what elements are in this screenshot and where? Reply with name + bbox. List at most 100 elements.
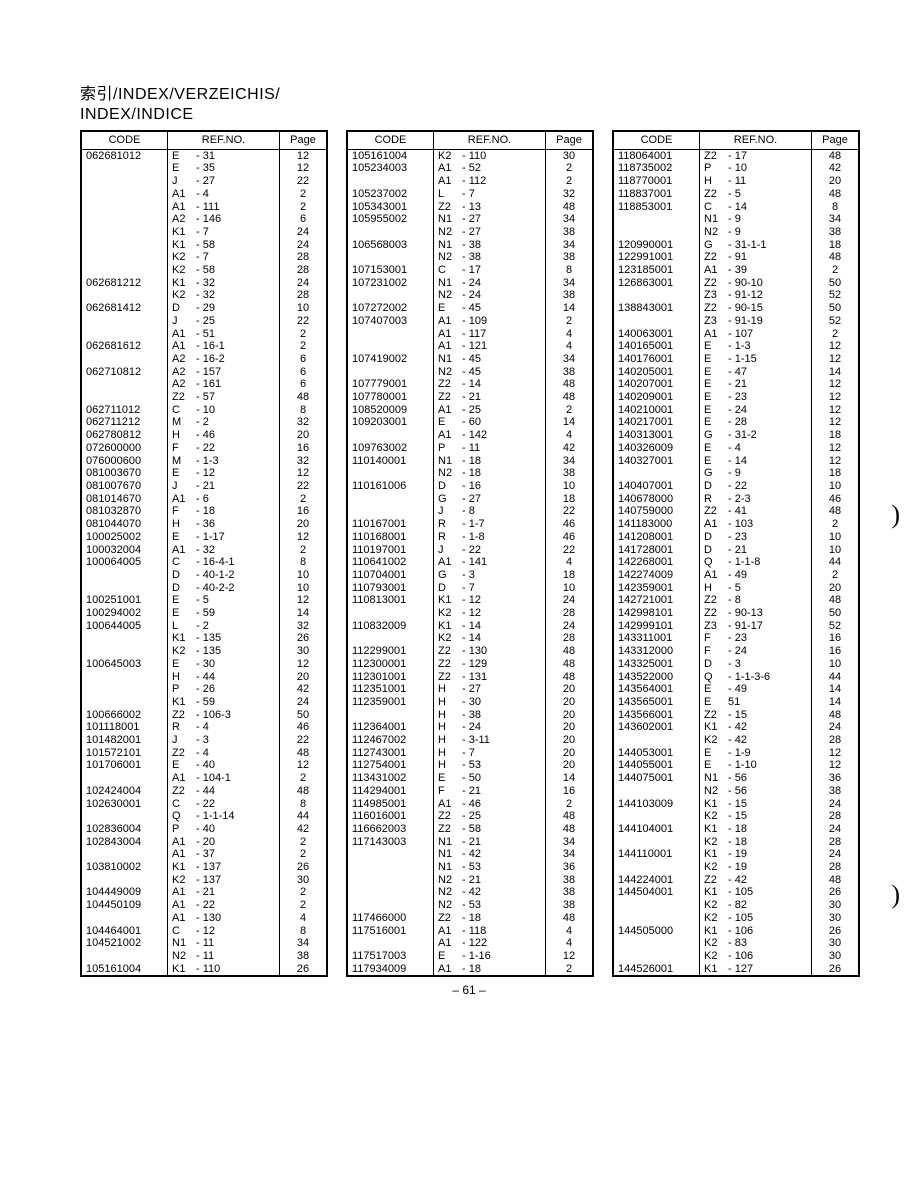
ref-no-cell: - 38 [462, 709, 546, 722]
page-cell: 28 [812, 836, 858, 849]
code-cell [348, 709, 434, 722]
ref-no-cell: - 31 [196, 150, 280, 163]
page-cell: 6 [280, 378, 326, 391]
ref-no-cell: - 105 [728, 886, 812, 899]
table-row: 102630001C- 228 [82, 798, 326, 811]
ref-prefix-cell: A2 [168, 353, 196, 366]
ref-prefix-cell: K1 [168, 861, 196, 874]
ref-prefix-cell: Z2 [168, 785, 196, 798]
table-row: 140205001E- 4714 [614, 366, 858, 379]
ref-prefix-cell: E [700, 353, 728, 366]
code-cell: 062711212 [82, 416, 168, 429]
page-cell: 32 [280, 416, 326, 429]
page-cell: 10 [546, 480, 592, 493]
table-row: A2- 16-26 [82, 353, 326, 366]
page-cell: 8 [280, 404, 326, 417]
ref-no-cell: - 106-3 [196, 709, 280, 722]
code-cell: 116662003 [348, 823, 434, 836]
ref-no-cell: - 44 [196, 785, 280, 798]
ref-no-cell: - 25 [196, 315, 280, 328]
ref-no-cell: - 42 [462, 886, 546, 899]
code-cell [82, 315, 168, 328]
ref-prefix-cell: A1 [168, 328, 196, 341]
table-row: 112743001H- 720 [348, 747, 592, 760]
ref-prefix-cell: H [168, 429, 196, 442]
table-row: 140759000Z2- 4148 [614, 505, 858, 518]
table-row: 142998101Z2- 90-1350 [614, 607, 858, 620]
ref-prefix-cell: K1 [168, 632, 196, 645]
ref-prefix-cell: N2 [434, 899, 462, 912]
table-row: 062681212K1- 3224 [82, 277, 326, 290]
page-cell: 28 [812, 734, 858, 747]
ref-prefix-cell: K2 [700, 937, 728, 950]
code-cell: 140207001 [614, 378, 700, 391]
page-cell: 30 [812, 937, 858, 950]
code-cell [614, 226, 700, 239]
page-cell: 12 [812, 353, 858, 366]
table-row: 107780001Z2- 2148 [348, 391, 592, 404]
code-cell: 100064005 [82, 556, 168, 569]
code-cell: 101482001 [82, 734, 168, 747]
page-cell: 22 [280, 734, 326, 747]
code-cell [82, 391, 168, 404]
page-cell: 18 [546, 569, 592, 582]
code-cell: 144505000 [614, 925, 700, 938]
page-cell: 44 [812, 671, 858, 684]
code-cell [82, 772, 168, 785]
ref-prefix-cell: A1 [434, 963, 462, 976]
ref-prefix-cell: A1 [700, 569, 728, 582]
code-cell: 140326009 [614, 442, 700, 455]
table-row: 110167001R- 1-746 [348, 518, 592, 531]
table-row: 112351001H- 2720 [348, 683, 592, 696]
table-row: 144110001K1- 1924 [614, 848, 858, 861]
ref-prefix-cell: E [700, 759, 728, 772]
page-cell: 8 [280, 925, 326, 938]
header-cell: CODE [614, 132, 700, 149]
table-row: K2- 13730 [82, 874, 326, 887]
ref-no-cell: - 106 [728, 950, 812, 963]
code-cell: 105237002 [348, 188, 434, 201]
ref-no-cell: - 8 [728, 594, 812, 607]
page-cell: 4 [546, 937, 592, 950]
code-cell [82, 848, 168, 861]
ref-prefix-cell: Z2 [434, 823, 462, 836]
ref-no-cell: - 16-4-1 [196, 556, 280, 569]
code-cell: 081007670 [82, 480, 168, 493]
code-cell: 062681412 [82, 302, 168, 315]
page-cell: 2 [812, 569, 858, 582]
ref-no-cell: - 38 [462, 251, 546, 264]
table-row: K2- 10530 [614, 912, 858, 925]
page-cell: 28 [546, 632, 592, 645]
page-cell: 26 [812, 886, 858, 899]
code-cell [348, 175, 434, 188]
ref-prefix-cell: D [168, 302, 196, 315]
ref-prefix-cell: Z2 [168, 391, 196, 404]
table-row: 112359001H- 3020 [348, 696, 592, 709]
page-cell: 12 [812, 404, 858, 417]
ref-no-cell: - 21 [462, 391, 546, 404]
ref-prefix-cell: K1 [434, 620, 462, 633]
code-cell [348, 632, 434, 645]
table-row: 142721001Z2- 848 [614, 594, 858, 607]
ref-prefix-cell: R [700, 493, 728, 506]
ref-no-cell: - 30 [196, 658, 280, 671]
table-row: 110813001K1- 1224 [348, 594, 592, 607]
table-row: A1- 1122 [348, 175, 592, 188]
code-cell: 144104001 [614, 823, 700, 836]
page-cell: 26 [280, 632, 326, 645]
page-cell: 2 [546, 798, 592, 811]
code-cell: 107153001 [348, 264, 434, 277]
page-cell: 2 [546, 162, 592, 175]
table-row: 144224001Z2- 4248 [614, 874, 858, 887]
ref-no-cell: - 40-1-2 [196, 569, 280, 582]
table-row: 101706001E- 4012 [82, 759, 326, 772]
code-cell: 110168001 [348, 531, 434, 544]
page-cell: 8 [280, 798, 326, 811]
ref-no-cell: - 3 [196, 734, 280, 747]
page-cell: 38 [546, 366, 592, 379]
ref-no-cell: - 129 [462, 658, 546, 671]
ref-prefix-cell: E [434, 416, 462, 429]
ref-no-cell: - 18 [462, 455, 546, 468]
code-cell: 110161006 [348, 480, 434, 493]
ref-prefix-cell: K2 [700, 912, 728, 925]
